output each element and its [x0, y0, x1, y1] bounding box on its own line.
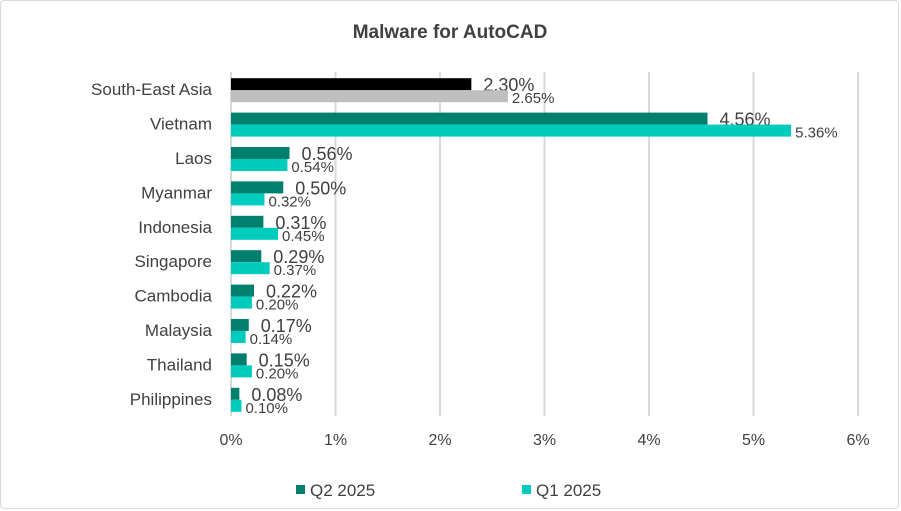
category-label: Singapore	[134, 252, 212, 271]
legend-label: Q1 2025	[536, 481, 601, 500]
x-tick-label: 5%	[742, 432, 765, 449]
data-label-q2: 0.15%	[259, 350, 310, 370]
bar-q1	[231, 227, 279, 240]
data-label-q1: 0.32%	[268, 193, 311, 210]
category-label: Myanmar	[141, 183, 212, 202]
bar-q1	[231, 159, 288, 171]
bar-q2	[231, 147, 290, 159]
data-label-q2: 0.22%	[266, 282, 317, 302]
data-label-q2: 0.56%	[302, 144, 353, 164]
bar-q2	[231, 250, 262, 263]
data-label-q1: 0.54%	[291, 159, 334, 176]
bar-q2	[231, 319, 249, 331]
data-label-q2: 0.50%	[295, 178, 346, 198]
category-label: Cambodia	[135, 287, 213, 306]
bar-q1	[231, 365, 252, 378]
x-tick-label: 6%	[846, 432, 869, 449]
chart-title: Malware for AutoCAD	[353, 22, 548, 43]
bar-q1	[231, 193, 265, 206]
bar-q1	[231, 399, 242, 412]
legend-swatch	[522, 485, 531, 494]
data-label-q1: 0.37%	[274, 262, 317, 279]
category-label: South-East Asia	[91, 80, 213, 99]
category-label: Malaysia	[145, 321, 213, 340]
data-label-q1: 2.65%	[512, 90, 555, 107]
bar-q1	[231, 331, 246, 343]
bar-q1	[231, 296, 252, 309]
bar-q2	[231, 181, 284, 194]
data-label-q2: 0.31%	[275, 213, 326, 233]
legend-swatch	[296, 485, 305, 494]
bar-q1	[231, 124, 792, 137]
category-label: Philippines	[130, 390, 212, 409]
data-label-q2: 0.08%	[251, 385, 302, 405]
bar-q2	[231, 284, 254, 297]
data-label-q1: 0.10%	[245, 400, 288, 417]
bar-q2	[231, 215, 264, 228]
data-label-q1: 5.36%	[795, 125, 838, 142]
data-label-q1: 0.20%	[256, 297, 299, 314]
data-label-q1: 0.14%	[250, 331, 293, 348]
category-label: Indonesia	[138, 218, 212, 237]
category-label: Laos	[175, 149, 212, 168]
category-label: Thailand	[147, 355, 212, 374]
bar-q2	[231, 112, 708, 125]
category-label: Vietnam	[150, 115, 212, 134]
legend-label: Q2 2025	[310, 481, 375, 500]
data-label-q1: 0.45%	[282, 228, 325, 245]
x-tick-label: 2%	[428, 432, 451, 449]
x-tick-label: 3%	[533, 432, 556, 449]
data-label-q2: 0.29%	[273, 247, 324, 267]
bar-q1	[231, 262, 270, 275]
x-tick-label: 4%	[637, 432, 660, 449]
data-label-q2: 0.17%	[261, 316, 312, 336]
bar-q2	[231, 353, 247, 366]
bar-q2	[231, 78, 472, 91]
bar-q1	[231, 90, 508, 103]
x-tick-label: 0%	[219, 432, 242, 449]
data-label-q1: 0.20%	[256, 365, 299, 382]
x-tick-label: 1%	[324, 432, 347, 449]
bar-q2	[231, 387, 240, 400]
